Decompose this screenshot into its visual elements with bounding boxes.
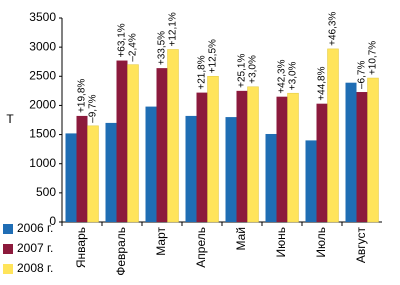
y-tick-label: 1000: [29, 156, 56, 170]
legend-swatch: [3, 224, 13, 234]
y-tick-label: 0: [49, 214, 56, 228]
x-tick-label: Январь: [74, 227, 88, 268]
y-tick-label: 2500: [29, 68, 56, 82]
legend-swatch: [3, 244, 13, 254]
legend-label: 2007 г.: [17, 241, 53, 255]
annotation: –2,4%: [128, 33, 139, 61]
bar: [116, 60, 128, 223]
x-tick-label: Июнь: [274, 227, 288, 258]
y-tick-label: 1500: [29, 127, 56, 141]
x-tick-label: Февраль: [114, 227, 128, 276]
annotation: +3,0%: [248, 55, 259, 84]
bar: [65, 133, 77, 222]
annotation: +44,8%: [317, 66, 328, 100]
annotation: +12,1%: [168, 12, 179, 46]
bar: [265, 133, 277, 222]
bar: [87, 125, 99, 223]
bar: [276, 96, 288, 222]
bar: [236, 90, 248, 222]
bar: [127, 64, 139, 223]
annotation: –6,7%: [357, 61, 368, 89]
x-tick-label: Март: [154, 227, 168, 256]
bar: [356, 92, 368, 222]
bar: [185, 115, 197, 222]
annotation: +63,1%: [117, 23, 128, 57]
x-tick-label: Апрель: [194, 227, 208, 268]
annotation: +10,7%: [368, 41, 379, 75]
bar: [316, 103, 328, 222]
bar: [225, 117, 237, 222]
bar: [145, 106, 157, 222]
annotation: +21,8%: [197, 55, 208, 89]
x-tick-label: Май: [234, 227, 248, 251]
annotation: +3,0%: [288, 61, 299, 90]
y-tick-label: 3000: [29, 39, 56, 53]
bar: [305, 140, 317, 222]
bar: [76, 115, 88, 222]
bar: [196, 92, 208, 222]
annotation: +42,3%: [277, 59, 288, 93]
annotation: +12,5%: [208, 39, 219, 73]
legend-label: 2008 г.: [17, 261, 53, 275]
bar: [287, 92, 299, 223]
annotation: +33,5%: [157, 31, 168, 65]
annotation: –9,7%: [88, 94, 99, 122]
bar: [105, 122, 117, 222]
legend-swatch: [3, 264, 13, 274]
bar: [167, 49, 179, 223]
annotation: +19,8%: [77, 79, 88, 113]
bar: [327, 48, 339, 223]
x-tick-label: Август: [354, 227, 368, 264]
x-tick-label: Июль: [314, 227, 328, 258]
annotation: +25,1%: [237, 54, 248, 88]
bar: [156, 68, 168, 222]
y-tick-label: 500: [36, 185, 56, 199]
bar: [367, 77, 379, 223]
annotation: +46,3%: [328, 12, 339, 46]
y-axis-label: Т: [6, 112, 14, 126]
bar: [207, 76, 219, 223]
legend-label: 2006 г.: [17, 221, 53, 235]
bar: [247, 86, 259, 223]
bar: [345, 82, 357, 222]
y-tick-label: 2000: [29, 98, 56, 112]
y-tick-label: 3500: [29, 10, 56, 24]
